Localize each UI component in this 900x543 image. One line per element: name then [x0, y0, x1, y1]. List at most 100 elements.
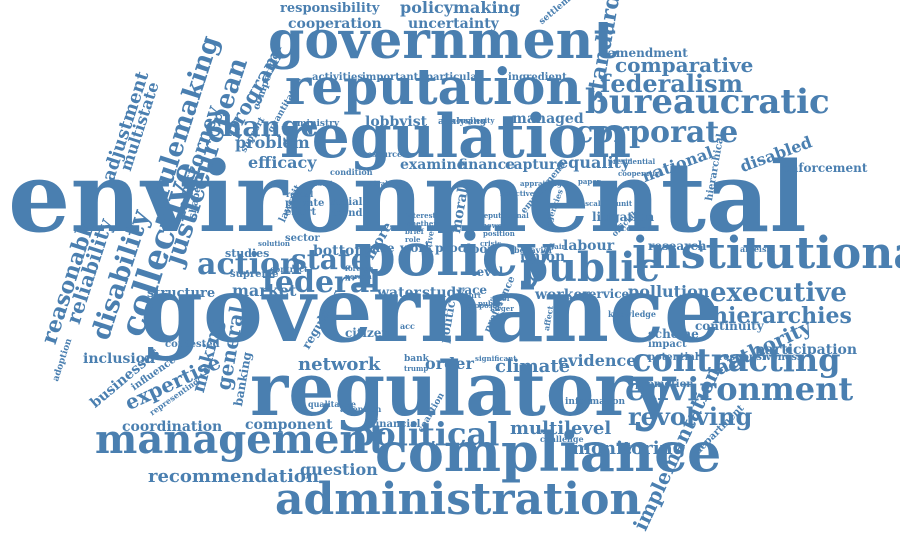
cloud-word: change: [205, 110, 319, 143]
cloud-word: public: [520, 244, 660, 291]
cloud-word: administration: [275, 474, 642, 525]
cloud-word: power: [482, 221, 506, 230]
cloud-word: whether: [405, 219, 438, 228]
cloud-word: position: [483, 229, 515, 238]
cloud-word: research: [648, 239, 707, 253]
cloud-word: executive: [710, 278, 847, 308]
cloud-word: person: [345, 272, 372, 281]
cloud-word: analysing: [438, 117, 487, 127]
cloud-word: responsibility: [280, 1, 380, 16]
cloud-word: multilevel: [510, 418, 612, 439]
cloud-word: bank: [404, 354, 429, 364]
cloud-word: ministry: [297, 119, 340, 129]
cloud-word: government: [268, 10, 618, 71]
cloud-word: information: [565, 397, 626, 407]
cloud-word: public: [478, 299, 503, 308]
cloud-word: reputational: [480, 211, 529, 220]
cloud-word: enforcement: [782, 161, 868, 175]
cloud-word: service: [582, 287, 630, 301]
cloud-word: particular: [426, 72, 483, 83]
cloud-word: monitoring: [572, 438, 686, 459]
cloud-word: examine: [400, 157, 466, 173]
cloud-word: revolving: [628, 402, 753, 431]
cloud-word: crisis: [480, 239, 502, 248]
cloud-word: resource: [363, 149, 403, 159]
cloud-word: problem: [235, 133, 310, 152]
cloud-word: condition: [330, 167, 373, 177]
cloud-word: order: [425, 354, 474, 373]
cloud-word: important: [362, 72, 419, 83]
cloud-word: unit: [616, 199, 633, 208]
cloud-word: larger: [490, 304, 514, 313]
cloud-word: water: [377, 285, 421, 301]
cloud-word: challenge: [540, 434, 584, 444]
cloud-word: control: [622, 224, 651, 233]
cloud-word: effort: [285, 207, 317, 218]
cloud-word: interest: [405, 211, 436, 220]
cloud-word: contract: [270, 264, 308, 274]
cloud-word: supreme: [230, 269, 279, 280]
cloud-word: capture: [505, 157, 566, 173]
cloud-word: race: [458, 283, 488, 297]
cloud-word: impact: [648, 339, 687, 350]
cloud-word: coordination: [122, 419, 223, 435]
cloud-word: affair: [544, 242, 566, 251]
cloud-word: policymaking: [400, 0, 521, 17]
cloud-word: component: [245, 417, 333, 433]
cloud-word: bottom: [313, 243, 370, 259]
cloud-word: market: [232, 281, 297, 300]
cloud-word: qualitative: [308, 399, 357, 409]
cloud-word: contested: [165, 339, 220, 350]
cloud-word: structure: [147, 286, 216, 301]
cloud-word: knowledge: [608, 309, 656, 319]
cloud-word: role: [405, 235, 421, 244]
cloud-word: climate: [495, 356, 571, 377]
cloud-word: trump: [404, 364, 429, 373]
cloud-word: brief: [405, 227, 424, 236]
cloud-word: compliance: [375, 420, 722, 484]
cloud-word: lobbyist: [365, 114, 428, 130]
cloud-word: selective: [500, 189, 535, 198]
cloud-word: proposal: [466, 301, 500, 310]
cloud-word: action: [197, 247, 302, 282]
cloud-word: comparative: [615, 53, 754, 77]
cloud-word: institutional: [632, 228, 900, 279]
cloud-word: regulation: [280, 102, 632, 172]
cloud-word: acc: [400, 321, 415, 331]
cloud-word: ingredient: [508, 72, 567, 83]
cloud-word: central: [360, 179, 388, 188]
cloud-word: contracting: [632, 341, 841, 379]
cloud-word: political: [352, 415, 500, 453]
cloud-word: policy: [354, 220, 553, 290]
cloud-word: social: [330, 197, 363, 208]
cloud-word: complexity: [452, 116, 495, 125]
cloud-word: ableism: [740, 244, 775, 254]
cloud-word: promotion: [635, 379, 694, 390]
cloud-word: hierarchies: [712, 303, 852, 329]
cloud-word: solution: [258, 239, 291, 248]
cloud-word: finance: [458, 157, 516, 173]
cloud-word: state: [291, 243, 369, 276]
cloud-word: sector: [285, 233, 320, 244]
cloud-word: proc: [435, 241, 466, 255]
cloud-word: scheme: [648, 327, 699, 341]
cloud-word: network: [298, 354, 381, 375]
cloud-word: corporate: [575, 115, 739, 150]
cloud-word: significant: [475, 354, 517, 363]
cloud-word: amendment: [608, 46, 688, 60]
cloud-word: responsiveness: [718, 352, 803, 363]
cloud-word: financial: [372, 419, 421, 430]
cloud-word: bureaucratic: [585, 82, 830, 122]
cloud-word: foreign: [345, 264, 374, 273]
cloud-word: paper: [578, 177, 601, 186]
cloud-word: cooperation: [288, 16, 382, 32]
cloud-word: reputation: [285, 57, 582, 116]
cloud-word: actor: [490, 294, 511, 303]
cloud-word: potential: [648, 352, 699, 363]
cloud-word: pollution: [628, 282, 710, 301]
cloud-word: litigation: [592, 210, 655, 224]
cloud-word: fiscal: [580, 199, 601, 208]
cloud-word: question: [300, 460, 378, 479]
cloud-word: uncertainty: [408, 16, 499, 32]
